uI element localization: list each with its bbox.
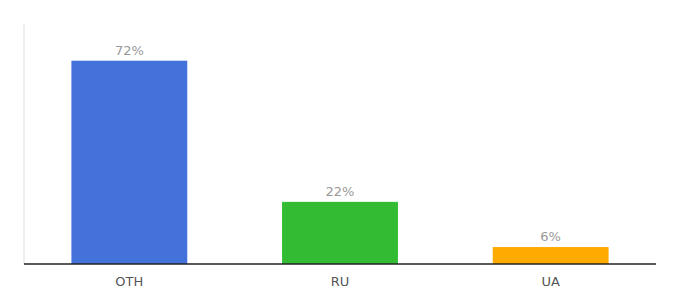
bar: [282, 202, 398, 264]
data-label: 6%: [540, 229, 561, 244]
chart-svg: 72% OTH 22% RU 6% UA: [0, 0, 680, 300]
chart-container: 72% OTH 22% RU 6% UA: [0, 0, 680, 300]
data-label: 72%: [115, 43, 144, 58]
x-tick-label: OTH: [115, 274, 143, 289]
x-tick-label: RU: [331, 274, 350, 289]
bars: [71, 61, 608, 264]
x-tick-label: UA: [541, 274, 560, 289]
bar: [493, 247, 609, 264]
y-axis-line: [24, 24, 25, 264]
x-axis-line: [24, 263, 656, 265]
data-label: 22%: [326, 184, 355, 199]
bar: [71, 61, 187, 264]
